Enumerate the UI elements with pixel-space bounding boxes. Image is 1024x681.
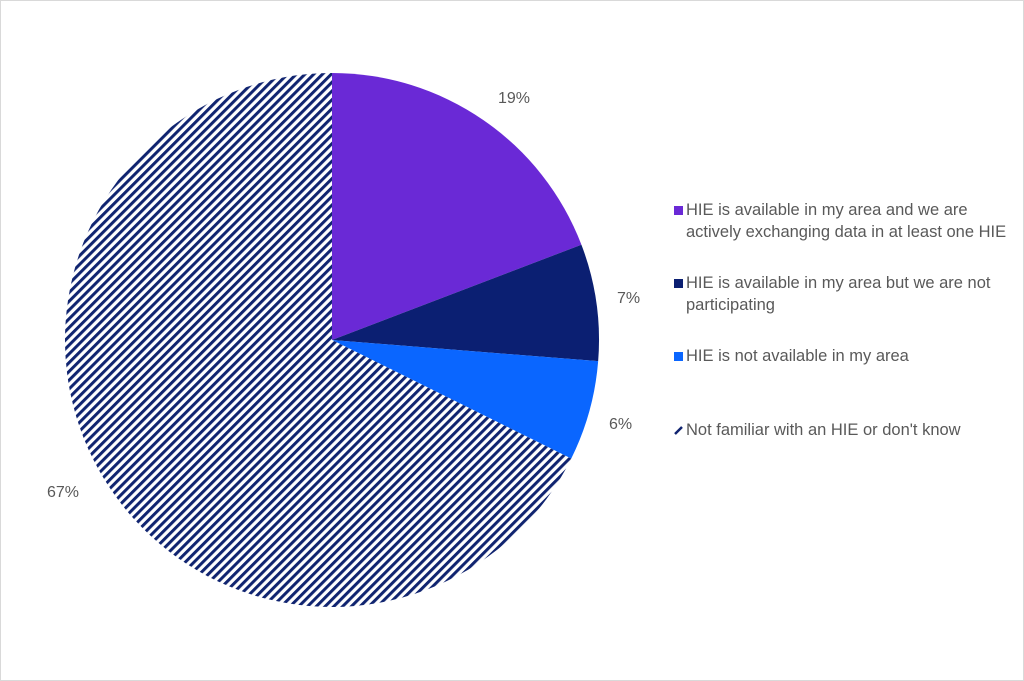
legend-swatch-icon	[674, 279, 683, 288]
pie-slice-3	[65, 72, 572, 607]
pie-slice-2	[332, 340, 599, 459]
legend-label: HIE is available in my area and we are a…	[686, 201, 1007, 241]
legend-item: Not familiar with an HIE or don't know	[674, 420, 1014, 442]
legend-item: HIE is available in my area and we are a…	[674, 200, 1014, 243]
data-label-slice-1: 7%	[617, 290, 641, 307]
legend-label: HIE is not available in my area	[686, 347, 909, 365]
legend-label: HIE is available in my area but we are n…	[686, 274, 991, 314]
legend-item: HIE is not available in my area	[674, 346, 1014, 368]
legend-swatch-icon	[674, 206, 683, 215]
data-label-slice-0: 19%	[498, 90, 531, 107]
legend-swatch-icon	[674, 352, 683, 361]
data-label-slice-2: 6%	[609, 416, 633, 433]
pie-slice-1	[332, 244, 599, 362]
pie-slice-0	[332, 73, 582, 340]
legend-item: HIE is available in my area but we are n…	[674, 273, 1014, 316]
legend-swatch-striped-icon	[674, 426, 683, 435]
data-label-slice-3: 67%	[47, 484, 80, 501]
legend-label: Not familiar with an HIE or don't know	[686, 421, 961, 439]
